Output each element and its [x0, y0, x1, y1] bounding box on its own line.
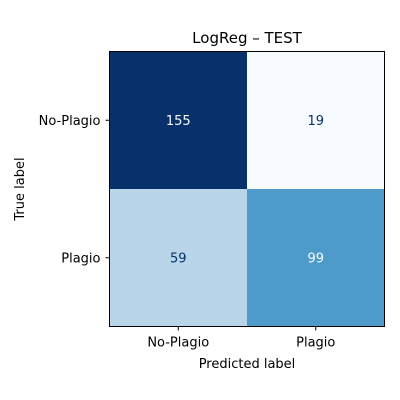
- x-axis-label: Predicted label: [199, 357, 296, 372]
- y-tick-label: No-Plagio: [39, 114, 101, 129]
- cell-value-label: 19: [307, 114, 324, 129]
- chart-title: LogReg – TEST: [192, 29, 302, 47]
- x-axis-ticks: No-Plagio Plagio: [147, 326, 335, 351]
- plot-frame: [109, 51, 385, 327]
- y-axis-label: True label: [13, 157, 28, 221]
- x-tick-label: No-Plagio: [147, 336, 209, 351]
- heatmap-cell: [247, 189, 385, 327]
- cell-value-label: 99: [307, 251, 324, 266]
- y-axis-ticks: No-Plagio Plagio: [39, 114, 110, 266]
- y-tick-label: Plagio: [61, 251, 100, 266]
- cell-value-label: 59: [170, 251, 187, 266]
- heatmap-cell-labels: 155 19 59 99: [166, 114, 324, 267]
- heatmap-cell: [109, 189, 247, 327]
- heatmap-cell: [109, 51, 247, 189]
- x-tick-label: Plagio: [296, 336, 335, 351]
- heatmap-cell: [247, 51, 385, 189]
- cell-value-label: 155: [166, 114, 191, 129]
- heatmap-cells: [109, 51, 385, 327]
